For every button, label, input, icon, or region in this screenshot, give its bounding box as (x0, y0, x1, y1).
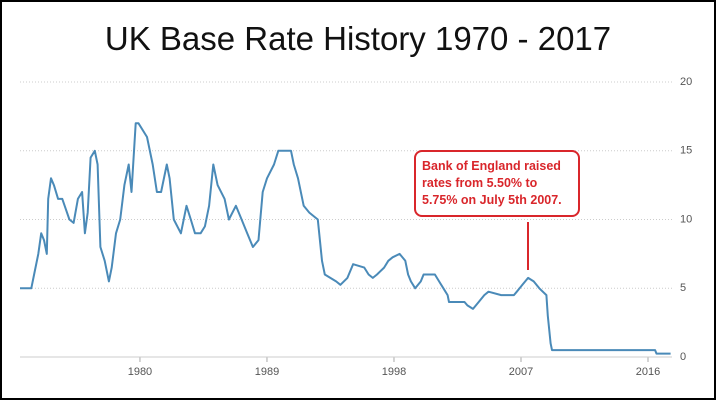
y-tick-label: 0 (680, 351, 686, 363)
x-tick-label: 2007 (509, 366, 533, 378)
y-tick-label: 15 (680, 145, 692, 157)
line-series (20, 122, 671, 355)
x-tick-label: 1980 (128, 366, 152, 378)
annotation-line: 5.75% on July 5th 2007. (422, 193, 562, 207)
x-tick-label: 1989 (255, 366, 279, 378)
y-tick-label: 20 (680, 76, 692, 88)
y-tick-label: 10 (680, 213, 692, 225)
y-tick-label: 5 (680, 282, 686, 294)
annotation-line: Bank of England raised (422, 159, 561, 173)
x-tick-label: 1998 (382, 366, 406, 378)
x-tick-label: 2016 (636, 366, 660, 378)
annotation: Bank of England raised rates from 5.50% … (414, 150, 580, 217)
annotation-line: rates from 5.50% to (422, 176, 538, 190)
chart-title: UK Base Rate History 1970 - 2017 (104, 20, 612, 57)
